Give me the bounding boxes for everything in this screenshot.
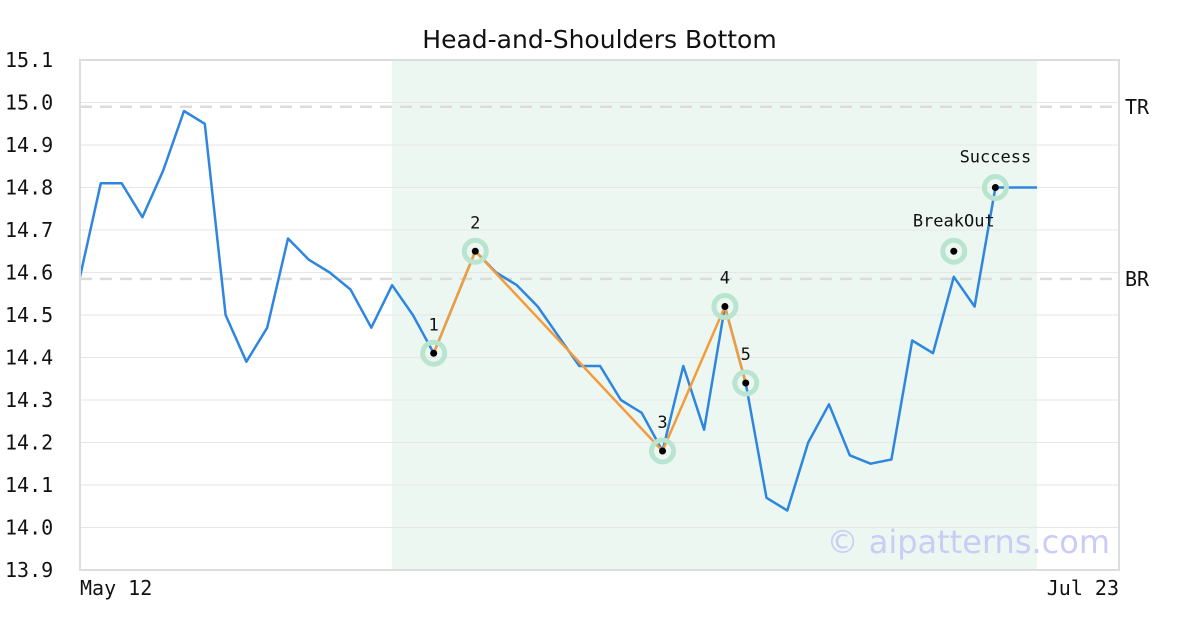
pattern-point-dot [721, 303, 729, 310]
grid [80, 102, 1119, 528]
y-tick-label: 14.6 [5, 261, 53, 285]
y-tick-label: 15.1 [5, 48, 53, 72]
marker-layer: BreakOut Success [913, 148, 1032, 265]
y-tick-label: 13.9 [5, 558, 53, 582]
pattern-point-label: 1 [429, 315, 439, 335]
pattern-point-dot [471, 247, 479, 255]
marker-dot [991, 184, 999, 191]
y-tick-label: 14.5 [5, 303, 53, 327]
marker-dot [950, 247, 958, 255]
marker-halo [981, 174, 1009, 201]
plot-frame [79, 59, 1120, 571]
pattern-point-label: 5 [741, 345, 751, 365]
series-layer [78, 109, 1037, 512]
pattern-point-dot [742, 379, 750, 387]
y-tick-label: 14.8 [5, 176, 53, 200]
x-end-label: Jul 23 [1047, 576, 1119, 600]
pattern-point-dot [430, 349, 438, 357]
pattern-point-halo [420, 339, 448, 367]
pattern-point-dot [659, 447, 667, 455]
pattern-point-halo [649, 437, 677, 465]
price-line [78, 109, 1037, 512]
marker-label: BreakOut [913, 211, 995, 231]
level-label: TR [1125, 95, 1150, 119]
marker-label: Success [960, 148, 1032, 168]
level-label: BR [1125, 267, 1150, 291]
watermark: © aipatterns.com [827, 523, 1110, 561]
y-axis-ticks: 13.9 14.0 14.1 14.2 14.3 14.4 14.5 14.6 14.7 14.8… [5, 48, 53, 582]
x-start-label: May 12 [80, 576, 152, 600]
pattern-layer: 1 2 3 4 5 [420, 213, 760, 465]
pattern-point-halo [732, 369, 760, 397]
pattern-point-halo [461, 237, 489, 265]
y-tick-label: 14.7 [5, 218, 53, 242]
pattern-point-label: 3 [657, 413, 667, 433]
pattern-point-label: 2 [470, 213, 480, 233]
chart-title: Head-and-Shoulders Bottom [422, 25, 776, 54]
y-tick-label: 15.0 [5, 91, 53, 115]
y-tick-label: 14.3 [5, 388, 53, 412]
y-tick-label: 14.9 [5, 133, 53, 157]
pattern-point-halo [711, 293, 739, 320]
y-tick-label: 14.2 [5, 431, 53, 455]
y-tick-label: 14.1 [5, 473, 53, 497]
pattern-point-label: 4 [720, 269, 730, 289]
marker-halo [940, 237, 968, 265]
y-tick-label: 14.0 [5, 516, 53, 540]
level-lines: TR BR [80, 95, 1150, 291]
y-tick-label: 14.4 [5, 346, 53, 370]
